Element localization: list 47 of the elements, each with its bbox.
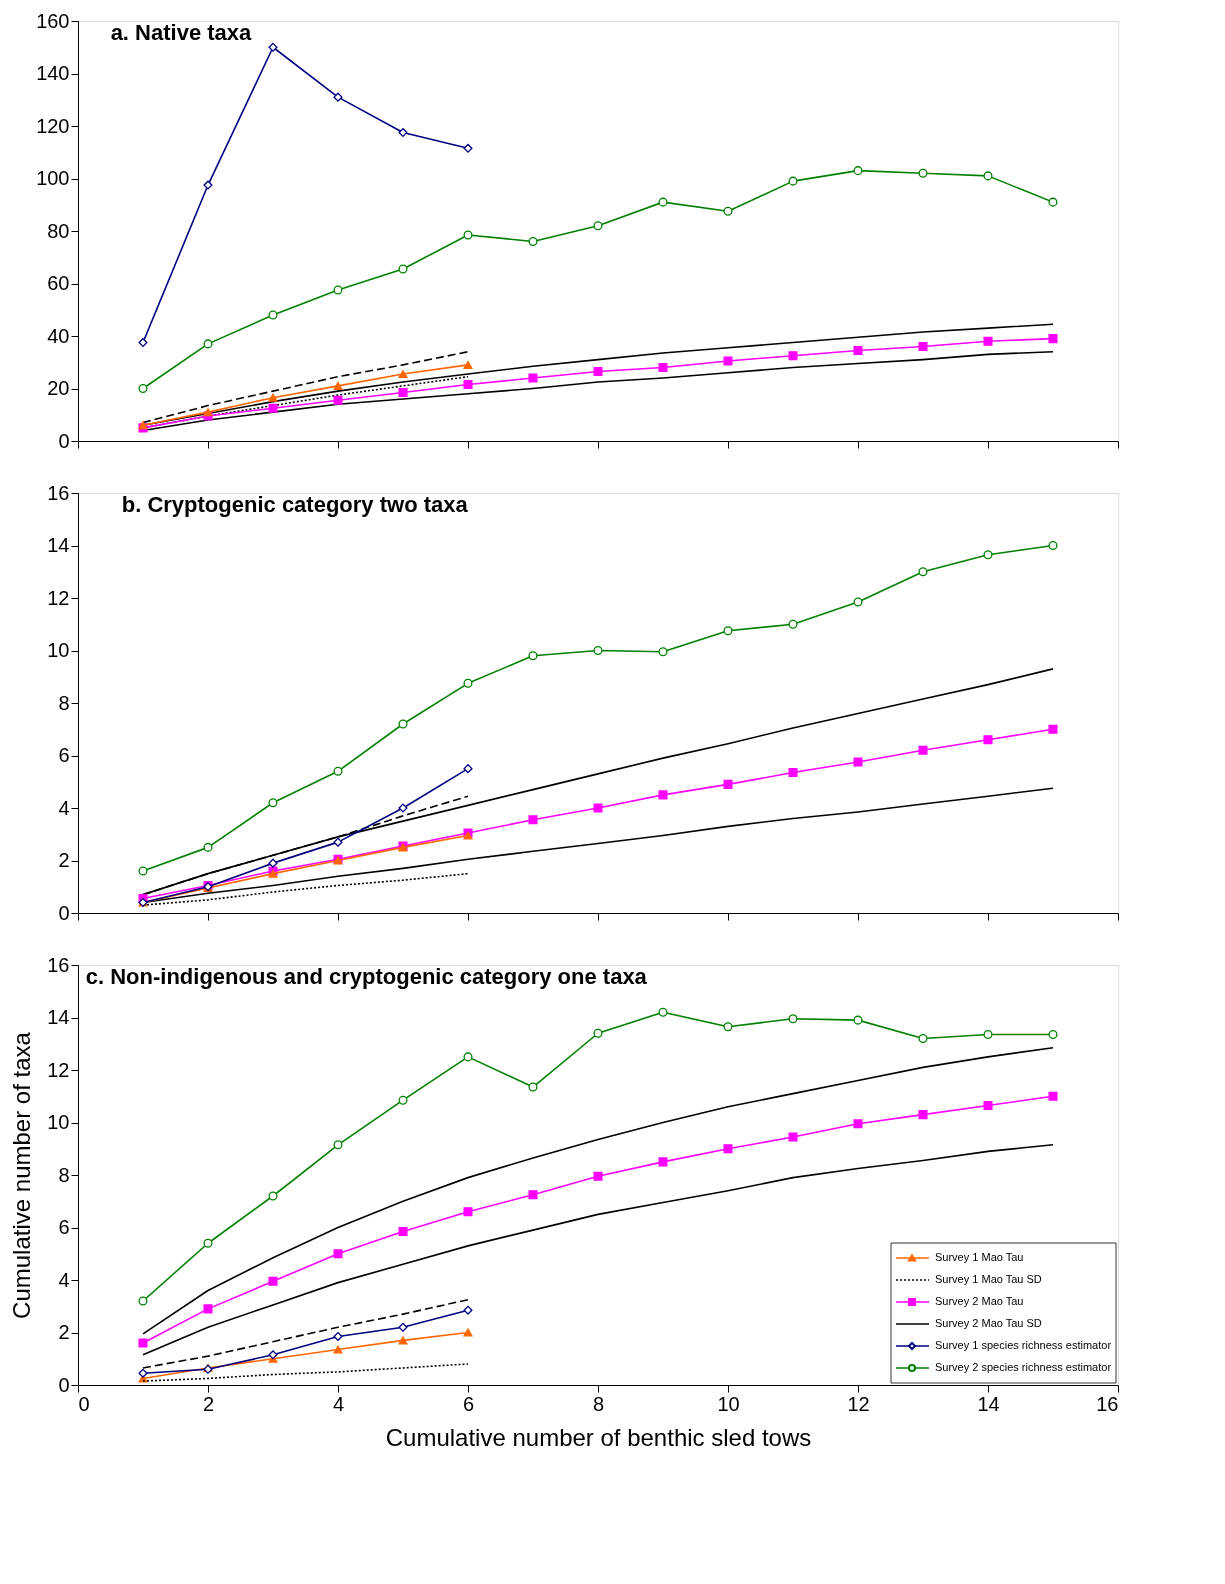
chart-title: c. Non-indigenous and cryptogenic category one taxa [85,964,648,989]
y-tick-label: 2 [58,849,70,871]
x-axis-title: Cumulative number of benthic sled tows [385,1423,812,1451]
y-tick-label: 10 [47,639,70,661]
y-tick-label: 160 [36,9,70,32]
y-tick-label: 80 [47,219,70,242]
legend-label: Survey 1 Mao Tau [935,1251,1024,1263]
y-tick-label: 0 [58,1373,70,1396]
y-tick-label: 8 [58,1163,70,1186]
y-tick-label: 0 [58,429,70,452]
y-tick-label: 6 [58,744,70,766]
x-tick-label: 14 [977,1392,1000,1415]
y-tick-label: 8 [58,691,70,714]
y-tick-label: 16 [47,953,70,976]
x-tick-label: 2 [202,1392,215,1415]
legend-label: Survey 1 species richness estimator [935,1339,1112,1351]
x-tick-label: 8 [592,1392,605,1415]
y-tick-label: 0 [58,901,70,924]
y-tick-label: 12 [47,1058,70,1081]
x-tick-label: 0 [78,1392,90,1415]
x-tick-label: 12 [847,1392,870,1415]
legend-label: Survey 2 Mao Tau SD [935,1317,1042,1329]
y-tick-label: 40 [47,324,70,347]
y-tick-label: 20 [47,377,70,399]
legend-label: Survey 2 species richness estimator [935,1361,1112,1373]
y-axis-title: Cumulative number of taxa [8,1031,36,1319]
y-tick-label: 14 [47,1006,70,1028]
y-tick-label: 140 [36,62,70,84]
y-tick-label: 100 [36,167,70,189]
legend-label: Survey 1 Mao Tau SD [935,1273,1042,1285]
y-tick-label: 12 [47,586,70,609]
y-tick-label: 10 [47,1111,70,1133]
y-tick-label: 4 [58,1268,70,1291]
y-tick-label: 4 [58,796,70,819]
y-tick-label: 60 [47,272,70,294]
y-tick-label: 120 [36,114,70,137]
x-tick-label: 4 [332,1392,345,1415]
y-tick-label: 16 [47,481,70,504]
x-tick-label: 16 [1096,1392,1119,1415]
x-tick-label: 10 [717,1392,740,1415]
chart-title: b. Cryptogenic category two taxa [121,492,469,517]
legend-label: Survey 2 Mao Tau [935,1295,1024,1307]
chart-title: a. Native taxa [110,20,253,45]
y-tick-label: 14 [47,534,70,556]
y-tick-label: 2 [58,1321,70,1343]
y-tick-label: 6 [58,1216,70,1238]
x-tick-label: 6 [462,1392,475,1415]
